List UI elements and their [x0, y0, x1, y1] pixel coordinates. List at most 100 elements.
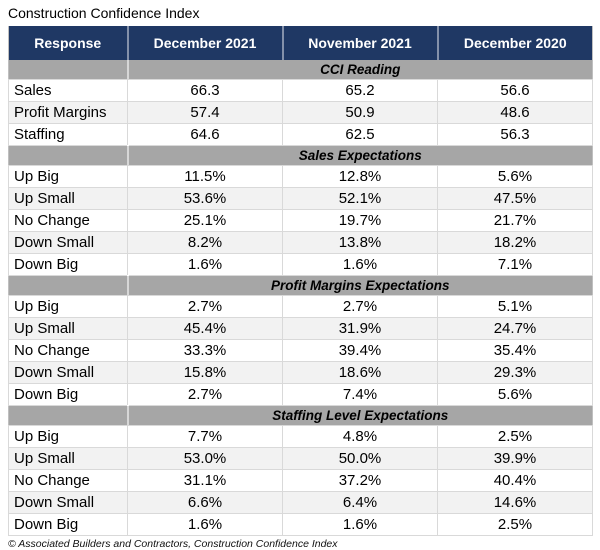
section-title: Staffing Level Expectations [127, 405, 593, 426]
cci-table: Response December 2021 November 2021 Decemb… [8, 26, 593, 536]
value-cell: 66.3 [127, 79, 283, 102]
table-body: CCI Reading Sales 66.3 65.2 56.6 Profit Margi… [8, 60, 593, 536]
value-cell: 62.5 [282, 123, 438, 146]
value-cell: 19.7% [282, 209, 438, 232]
value-cell: 2.5% [437, 425, 593, 448]
value-cell: 15.8% [127, 361, 283, 384]
section-spacer-cell [8, 405, 129, 426]
section-row: Profit Margins Expectations [8, 275, 593, 296]
table-row: Up Small 45.4% 31.9% 24.7% [8, 317, 593, 340]
value-cell: 53.6% [127, 187, 283, 210]
table-row: Up Big 2.7% 2.7% 5.1% [8, 295, 593, 318]
value-cell: 12.8% [282, 165, 438, 188]
column-header: November 2021 [281, 26, 438, 60]
value-cell: 33.3% [127, 339, 283, 362]
response-cell: Up Big [8, 165, 128, 188]
value-cell: 5.1% [437, 295, 593, 318]
section-spacer-cell [8, 145, 129, 166]
table-row: Up Big 11.5% 12.8% 5.6% [8, 165, 593, 188]
section-spacer-cell [8, 275, 129, 296]
value-cell: 7.4% [282, 383, 438, 406]
value-cell: 5.6% [437, 383, 593, 406]
section-spacer-cell [8, 60, 129, 80]
section-title: Sales Expectations [127, 145, 593, 166]
value-cell: 4.8% [282, 425, 438, 448]
column-header: December 2021 [126, 26, 283, 60]
value-cell: 8.2% [127, 231, 283, 254]
value-cell: 18.6% [282, 361, 438, 384]
table-row: Staffing 64.6 62.5 56.3 [8, 123, 593, 146]
value-cell: 1.6% [127, 253, 283, 276]
value-cell: 2.7% [127, 383, 283, 406]
value-cell: 2.7% [127, 295, 283, 318]
value-cell: 56.6 [437, 79, 593, 102]
page-title: Construction Confidence Index [8, 5, 200, 21]
value-cell: 64.6 [127, 123, 283, 146]
value-cell: 53.0% [127, 447, 283, 470]
value-cell: 6.4% [282, 491, 438, 514]
response-cell: Staffing [8, 123, 128, 146]
value-cell: 18.2% [437, 231, 593, 254]
table-row: No Change 31.1% 37.2% 40.4% [8, 469, 593, 492]
response-cell: Down Big [8, 253, 128, 276]
section-row: Staffing Level Expectations [8, 405, 593, 426]
value-cell: 14.6% [437, 491, 593, 514]
value-cell: 39.4% [282, 339, 438, 362]
table-row: Profit Margins 57.4 50.9 48.6 [8, 101, 593, 124]
response-cell: Up Small [8, 187, 128, 210]
value-cell: 65.2 [282, 79, 438, 102]
section-title: Profit Margins Expectations [127, 275, 593, 296]
table-row: No Change 25.1% 19.7% 21.7% [8, 209, 593, 232]
table-row: Down Small 6.6% 6.4% 14.6% [8, 491, 593, 514]
response-cell: Sales [8, 79, 128, 102]
value-cell: 6.6% [127, 491, 283, 514]
value-cell: 2.7% [282, 295, 438, 318]
value-cell: 21.7% [437, 209, 593, 232]
value-cell: 48.6 [437, 101, 593, 124]
table-row: Down Big 1.6% 1.6% 2.5% [8, 513, 593, 536]
table-row: Down Big 2.7% 7.4% 5.6% [8, 383, 593, 406]
value-cell: 7.1% [437, 253, 593, 276]
table-row: Up Big 7.7% 4.8% 2.5% [8, 425, 593, 448]
column-header: December 2020 [436, 26, 593, 60]
response-cell: Down Small [8, 231, 128, 254]
table-row: Up Small 53.0% 50.0% 39.9% [8, 447, 593, 470]
table-row: Sales 66.3 65.2 56.6 [8, 79, 593, 102]
response-cell: No Change [8, 209, 128, 232]
value-cell: 11.5% [127, 165, 283, 188]
value-cell: 57.4 [127, 101, 283, 124]
value-cell: 29.3% [437, 361, 593, 384]
source-attribution: © Associated Builders and Contractors, C… [8, 538, 338, 550]
value-cell: 40.4% [437, 469, 593, 492]
value-cell: 1.6% [282, 513, 438, 536]
response-cell: Up Big [8, 295, 128, 318]
section-row: CCI Reading [8, 60, 593, 80]
table-row: Up Small 53.6% 52.1% 47.5% [8, 187, 593, 210]
table-header: Response December 2021 November 2021 Decemb… [8, 26, 593, 60]
value-cell: 56.3 [437, 123, 593, 146]
response-cell: Profit Margins [8, 101, 128, 124]
table-row: Down Big 1.6% 1.6% 7.1% [8, 253, 593, 276]
value-cell: 13.8% [282, 231, 438, 254]
response-cell: Down Small [8, 361, 128, 384]
value-cell: 35.4% [437, 339, 593, 362]
value-cell: 2.5% [437, 513, 593, 536]
value-cell: 50.9 [282, 101, 438, 124]
response-cell: Down Small [8, 491, 128, 514]
value-cell: 7.7% [127, 425, 283, 448]
value-cell: 50.0% [282, 447, 438, 470]
value-cell: 37.2% [282, 469, 438, 492]
response-cell: Up Big [8, 425, 128, 448]
response-cell: Up Small [8, 317, 128, 340]
header-row: Response December 2021 November 2021 Decemb… [8, 26, 593, 60]
table-row: Down Small 8.2% 13.8% 18.2% [8, 231, 593, 254]
response-cell: No Change [8, 469, 128, 492]
value-cell: 24.7% [437, 317, 593, 340]
response-cell: Down Big [8, 383, 128, 406]
value-cell: 1.6% [127, 513, 283, 536]
value-cell: 31.1% [127, 469, 283, 492]
column-header: Response [8, 26, 128, 60]
section-title: CCI Reading [127, 60, 593, 80]
response-cell: No Change [8, 339, 128, 362]
